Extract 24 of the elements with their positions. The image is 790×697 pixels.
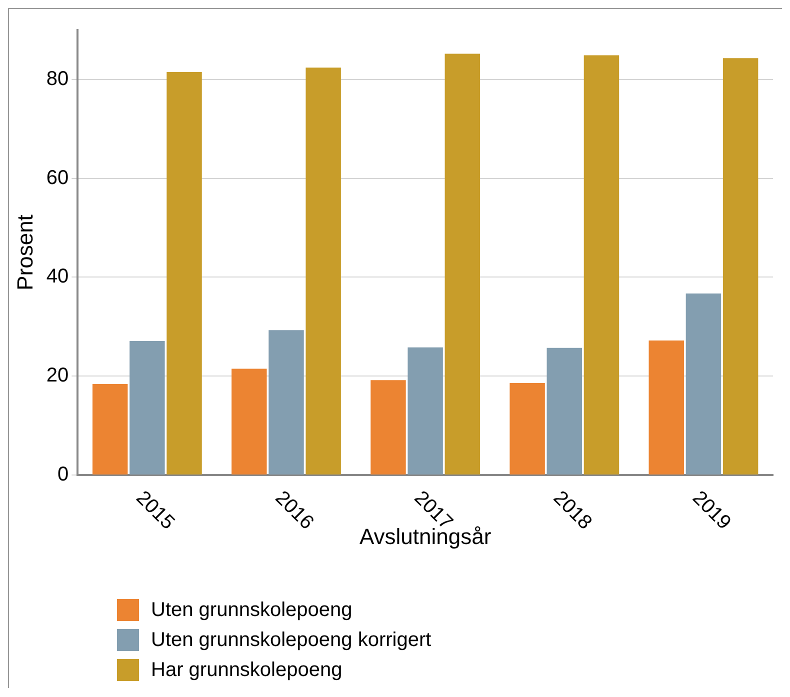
bar (130, 341, 165, 474)
bar (232, 368, 267, 474)
bar (92, 384, 128, 474)
bar (444, 54, 480, 474)
bar (268, 330, 304, 474)
bar (546, 348, 582, 474)
y-axis-title: Prosent (12, 214, 38, 290)
bar (648, 340, 684, 474)
legend-label: Uten grunnskolepoeng (151, 598, 352, 622)
y-tick-label: 80 (46, 68, 69, 90)
bar (408, 347, 443, 474)
bar (584, 55, 620, 474)
y-tick-label: 20 (46, 364, 69, 387)
legend-label: Uten grunnskolepoeng korrigert (151, 628, 432, 652)
bar (306, 68, 341, 474)
y-tick-label: 60 (46, 166, 69, 189)
bar (686, 294, 722, 474)
bar (370, 380, 406, 474)
bar (166, 72, 202, 474)
legend-label: Har grunnskolepoeng (151, 658, 342, 682)
bar (722, 58, 758, 474)
bar (510, 383, 545, 474)
y-tick-label: 0 (58, 464, 69, 486)
y-tick-label: 40 (46, 266, 69, 288)
